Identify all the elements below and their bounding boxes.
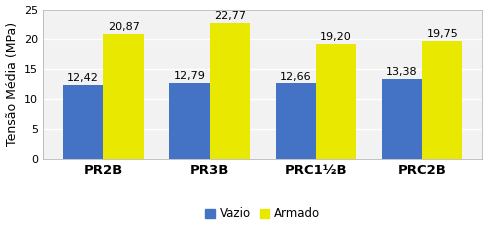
Bar <box>210 23 250 159</box>
Text: 20,87: 20,87 <box>108 22 140 33</box>
Text: 19,75: 19,75 <box>427 29 458 39</box>
Text: 12,42: 12,42 <box>67 73 99 83</box>
Bar <box>382 79 422 159</box>
Bar <box>316 44 356 159</box>
Text: 19,20: 19,20 <box>320 33 352 43</box>
Y-axis label: Tensão Média (MPa): Tensão Média (MPa) <box>5 22 19 146</box>
Bar <box>169 83 210 159</box>
Legend: Vazio, Armado: Vazio, Armado <box>201 203 325 225</box>
Text: 12,66: 12,66 <box>280 72 311 82</box>
Bar <box>422 41 463 159</box>
Text: 22,77: 22,77 <box>214 11 246 21</box>
Bar <box>63 85 103 159</box>
Text: 13,38: 13,38 <box>386 67 418 77</box>
Bar <box>103 34 144 159</box>
Text: 12,79: 12,79 <box>174 71 205 81</box>
Bar <box>276 83 316 159</box>
